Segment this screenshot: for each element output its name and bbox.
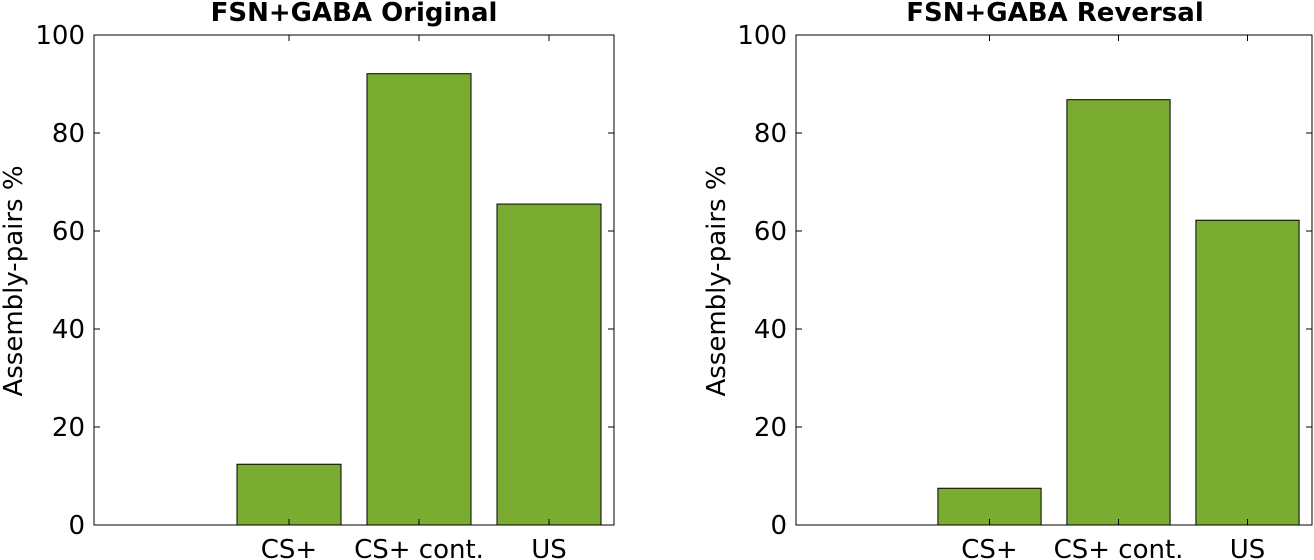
- bar-cs: [937, 487, 1042, 526]
- x-tick-label: CS+ cont.: [354, 535, 484, 560]
- x-tick-label: CS+: [961, 535, 1017, 560]
- y-axis-label: Assembly-pairs %: [0, 165, 29, 396]
- y-tick-label: 40: [754, 315, 787, 345]
- y-tick-label: 60: [754, 217, 787, 247]
- x-tick-label: US: [531, 535, 567, 560]
- bar-us: [1195, 219, 1300, 526]
- y-tick-label: 100: [35, 21, 85, 51]
- chart-panel-reversal: FSN+GABA Reversal Assembly-pairs % 0 20 40…: [702, 0, 1313, 560]
- y-tick-label: 80: [52, 119, 85, 149]
- y-tick-label: 20: [754, 413, 787, 443]
- bar-cs-cont: [1066, 99, 1171, 526]
- x-tick-label: US: [1230, 535, 1266, 560]
- y-tick-label: 40: [52, 315, 85, 345]
- y-tick-label: 0: [68, 511, 85, 541]
- bar-us: [496, 203, 602, 526]
- y-tick-label: 0: [770, 511, 787, 541]
- chart-title: FSN+GABA Reversal: [906, 0, 1203, 28]
- y-axis-label: Assembly-pairs %: [702, 165, 732, 396]
- y-tick-label: 80: [754, 119, 787, 149]
- axes-box: [93, 34, 615, 526]
- chart-title: FSN+GABA Original: [211, 0, 498, 28]
- x-tick-label: CS+: [261, 535, 317, 560]
- chart-panel-original: FSN+GABA Original Assembly-pairs % 0 20 40…: [0, 0, 615, 560]
- x-tick-label: CS+ cont.: [1054, 535, 1184, 560]
- bar-cs-cont: [366, 73, 472, 526]
- axes-box: [795, 34, 1313, 526]
- y-tick-label: 20: [52, 413, 85, 443]
- y-tick-label: 100: [737, 21, 787, 51]
- bar-cs: [236, 463, 342, 526]
- y-tick-label: 60: [52, 217, 85, 247]
